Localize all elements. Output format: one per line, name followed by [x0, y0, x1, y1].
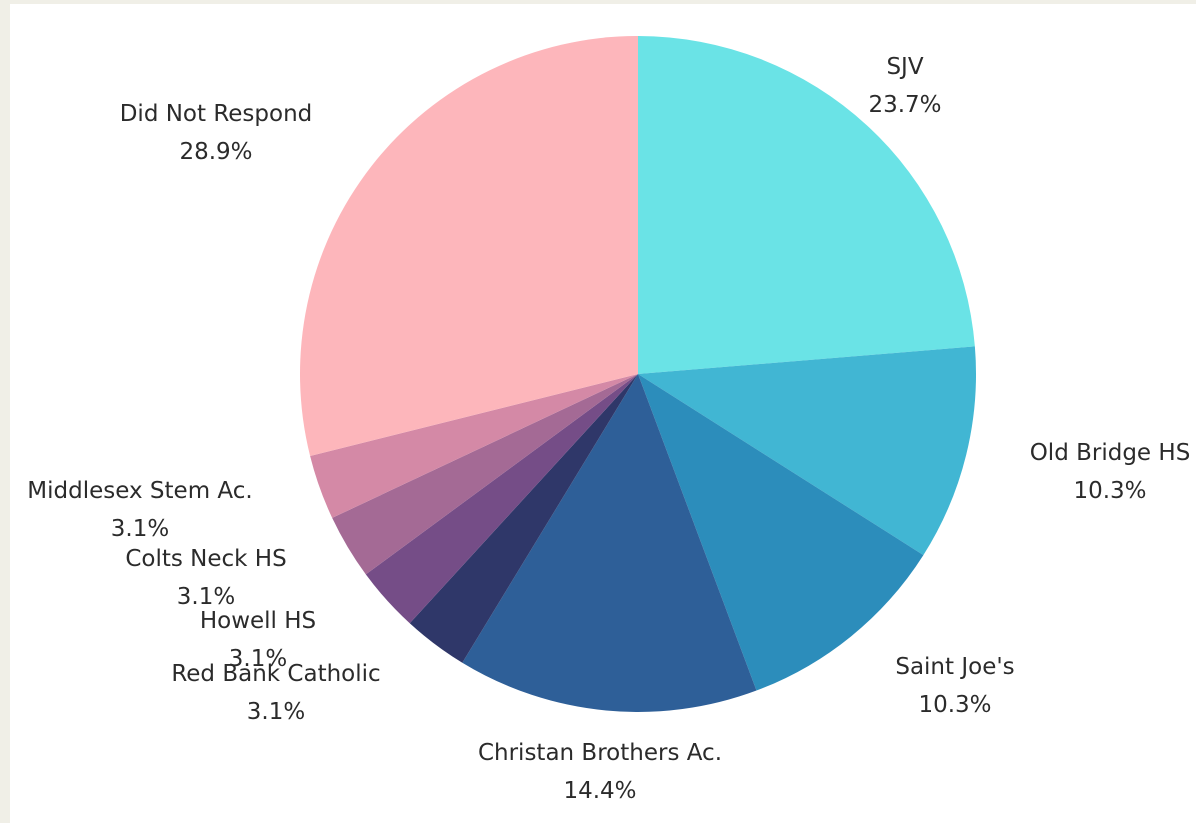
- slice-value-old-bridge-hs: 10.3%: [1073, 478, 1146, 504]
- slice-value-colts-neck-hs: 3.1%: [177, 584, 235, 610]
- pie-slice-old-bridge-hs: [638, 346, 976, 556]
- pie-slice-middlesex-stem-ac: [310, 374, 638, 518]
- slice-value-red-bank-catholic: 3.1%: [247, 699, 305, 725]
- slice-label-christan-brothers-ac: Christan Brothers Ac.: [478, 740, 722, 766]
- slice-value-did-not-respond: 28.9%: [179, 139, 252, 165]
- slice-value-howell-hs: 3.1%: [229, 646, 287, 672]
- slice-value-saint-joe-s: 10.3%: [918, 692, 991, 718]
- slice-value-sjv: 23.7%: [868, 92, 941, 118]
- pie-slice-red-bank-catholic: [409, 374, 638, 663]
- slice-label-sjv: SJV: [886, 54, 923, 80]
- pie-slice-howell-hs: [365, 374, 638, 624]
- slice-label-old-bridge-hs: Old Bridge HS: [1030, 440, 1191, 466]
- slice-value-christan-brothers-ac: 14.4%: [563, 778, 636, 804]
- slice-label-did-not-respond: Did Not Respond: [120, 101, 313, 127]
- pie-slice-sjv: [638, 36, 975, 374]
- pie-slice-did-not-respond: [300, 36, 638, 456]
- chart-page: SJV 23.7% Old Bridge HS 10.3% Saint Joe's 10.…: [10, 4, 1196, 823]
- pie-slice-colts-neck-hs: [332, 374, 638, 575]
- pie-slice-christan-brothers-ac: [462, 374, 757, 712]
- slice-label-colts-neck-hs: Colts Neck HS: [125, 546, 286, 572]
- pie-slice-saint-joe-s: [638, 374, 924, 691]
- slice-value-middlesex-stem-ac: 3.1%: [111, 516, 169, 542]
- pie-chart: SJV 23.7% Old Bridge HS 10.3% Saint Joe's 10.…: [27, 36, 1190, 804]
- slice-label-middlesex-stem-ac: Middlesex Stem Ac.: [27, 478, 252, 504]
- slice-label-saint-joe-s: Saint Joe's: [895, 654, 1014, 680]
- slice-label-red-bank-catholic: Red Bank Catholic: [171, 661, 380, 687]
- slice-label-howell-hs: Howell HS: [200, 608, 316, 634]
- pie-slices: [300, 36, 976, 712]
- pie-labels: SJV 23.7% Old Bridge HS 10.3% Saint Joe's 10.…: [27, 54, 1190, 804]
